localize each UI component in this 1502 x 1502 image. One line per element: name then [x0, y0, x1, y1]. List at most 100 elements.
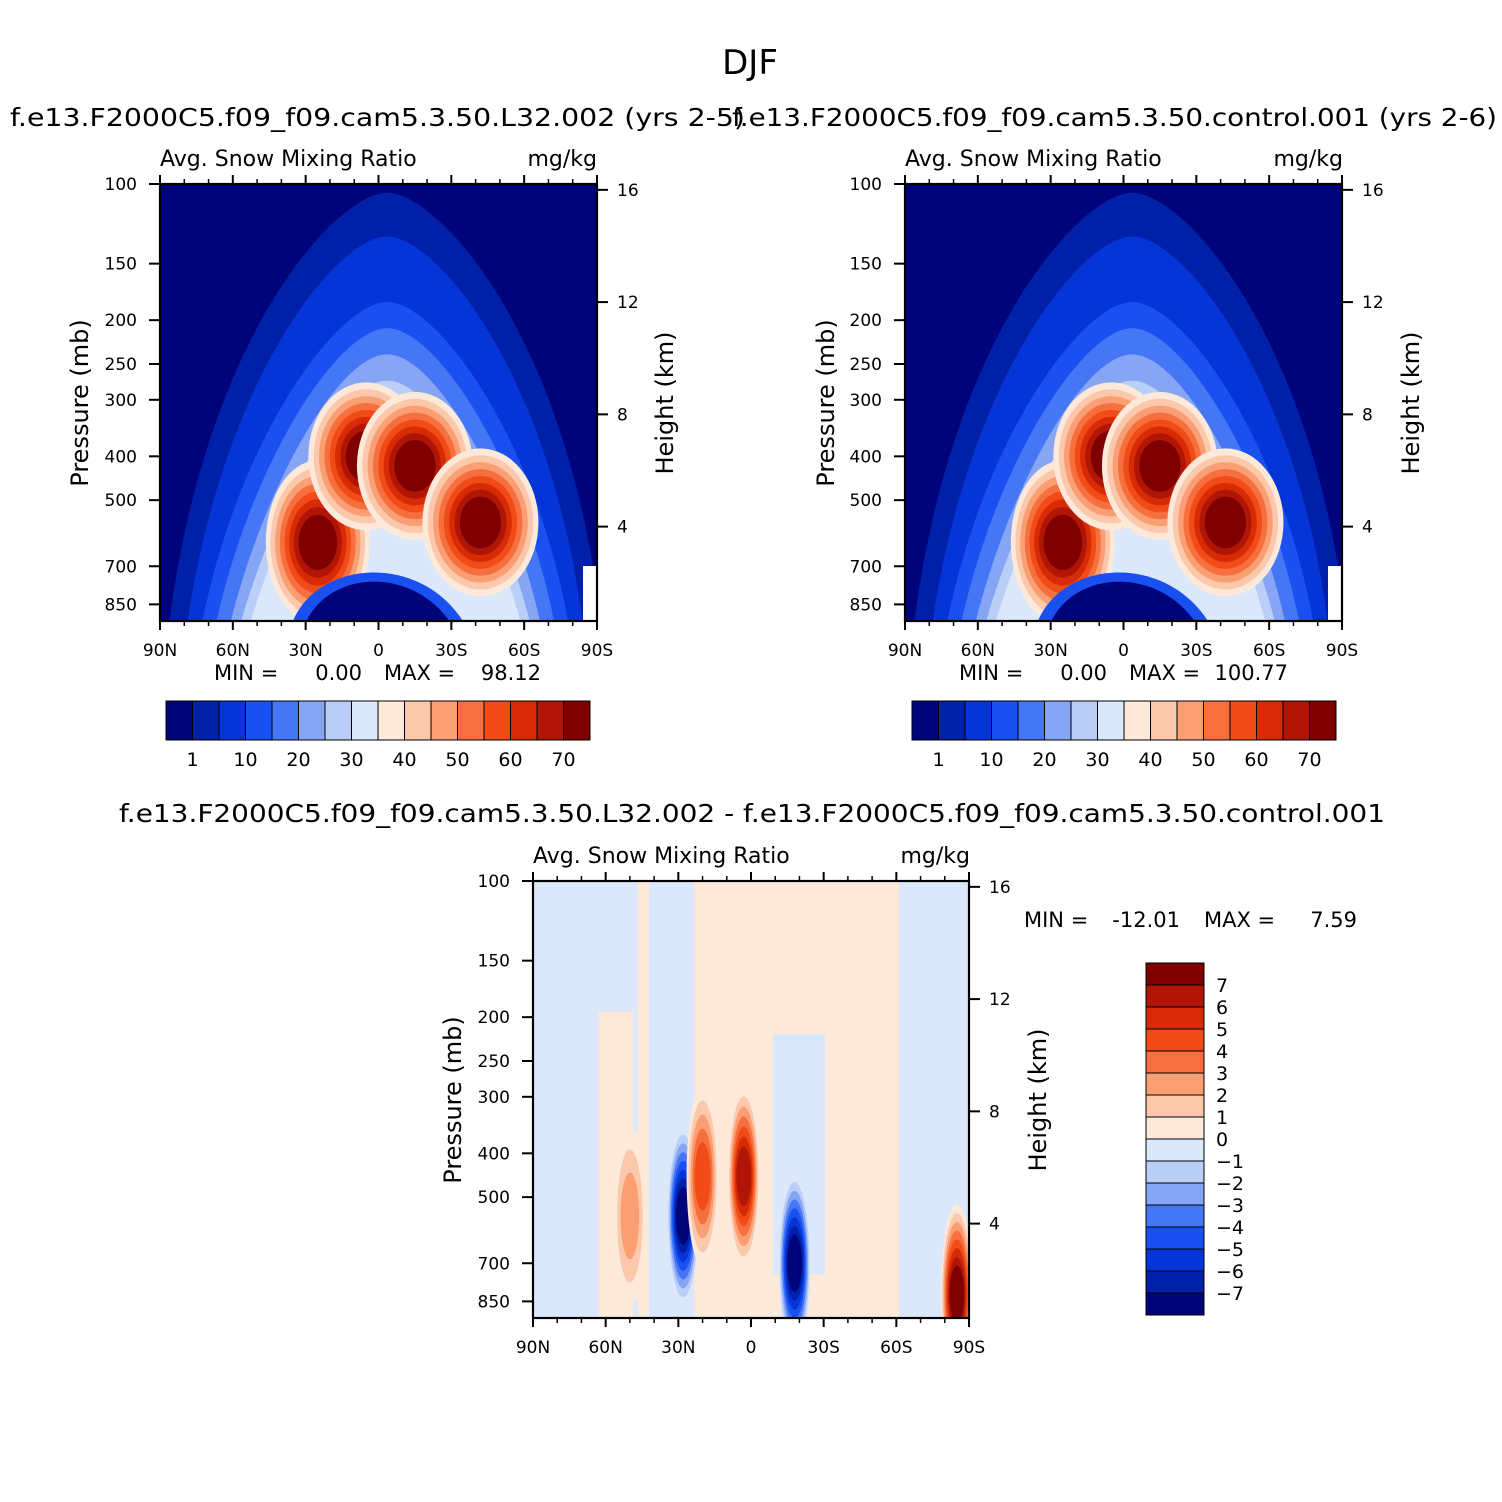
- panel-left: f.e13.F2000C5.f09_f09.cam5.3.50.L32.002 …: [10, 103, 745, 771]
- contour-field: [533, 881, 969, 1318]
- units-label: mg/kg: [527, 147, 597, 172]
- y-tick-label: 200: [105, 311, 137, 331]
- colorbar-label: 10: [233, 749, 257, 771]
- max-value: 7.59: [1310, 908, 1357, 932]
- colorbar-swatch: [1145, 1094, 1205, 1118]
- y2-tick-label: 8: [989, 1102, 1000, 1122]
- x-tick-label: 60N: [216, 641, 250, 661]
- contour-field: [160, 184, 597, 621]
- colorbar-label: 0: [1216, 1129, 1228, 1151]
- contour-feature: [736, 1146, 752, 1207]
- x-tick-label: 0: [1118, 641, 1129, 661]
- colorbar-label: −4: [1216, 1217, 1244, 1239]
- colorbar-swatch: [1145, 1182, 1205, 1206]
- y-tick-label: 700: [105, 557, 137, 577]
- colorbar-swatch: [218, 700, 246, 741]
- min-label: MIN =: [959, 661, 1023, 685]
- colorbar: 1 10 20 30 40 50 60 70: [911, 700, 1337, 771]
- y2-tick-label: 12: [989, 990, 1011, 1010]
- colorbar-label: 30: [1085, 749, 1109, 771]
- y-tick-label: 100: [478, 872, 510, 892]
- y-tick-label: 150: [850, 255, 882, 275]
- colorbar-swatch: [1145, 984, 1205, 1008]
- contour-core: [459, 496, 502, 549]
- y-tick-label: 250: [850, 355, 882, 375]
- colorbar-swatch: [964, 700, 992, 741]
- colorbar-swatch: [483, 700, 511, 741]
- colorbar-label: 6: [1216, 997, 1228, 1019]
- contour-band: [306, 581, 450, 621]
- colorbar-label: −6: [1216, 1261, 1244, 1283]
- y2-tick-label: 4: [617, 518, 628, 538]
- min-value: 0.00: [315, 661, 362, 685]
- colorbar-swatch: [1097, 700, 1125, 741]
- units-label: mg/kg: [900, 844, 970, 869]
- y-tick-label: 400: [478, 1144, 510, 1164]
- colorbar-label: 60: [498, 749, 522, 771]
- y2-tick-label: 12: [617, 293, 639, 313]
- colorbar-swatch: [1123, 700, 1151, 741]
- y-tick-label: 850: [105, 595, 137, 615]
- colorbar-swatch: [404, 700, 432, 741]
- colorbar-swatch: [1145, 1204, 1205, 1228]
- colorbar-label: −3: [1216, 1195, 1244, 1217]
- colorbar-swatch: [911, 700, 939, 741]
- x-tick-label: 60S: [1253, 641, 1285, 661]
- colorbar-swatch: [430, 700, 458, 741]
- units-label: mg/kg: [1273, 147, 1343, 172]
- colorbar: 1 10 20 30 40 50 60 70: [165, 700, 591, 771]
- y-tick-label: 300: [850, 391, 882, 411]
- contour-field: [905, 184, 1342, 621]
- colorbar-swatch: [1229, 700, 1257, 741]
- colorbar-label: 20: [1032, 749, 1056, 771]
- colorbar-swatch: [563, 700, 591, 741]
- colorbar-label: 70: [551, 749, 575, 771]
- missing-data: [1328, 566, 1342, 621]
- colorbar-swatch: [1145, 1226, 1205, 1250]
- colorbar-swatch: [192, 700, 220, 741]
- colorbar-swatch: [510, 700, 538, 741]
- y-tick-label: 150: [478, 952, 510, 972]
- variable-name: Avg. Snow Mixing Ratio: [533, 844, 790, 869]
- max-value: 100.77: [1215, 661, 1288, 685]
- missing-data: [583, 566, 597, 621]
- colorbar-label: 30: [339, 749, 363, 771]
- y-tick-label: 200: [478, 1008, 510, 1028]
- y2-tick-label: 16: [617, 181, 639, 201]
- x-tick-label: 30S: [435, 641, 467, 661]
- x-tick-label: 90N: [516, 1338, 550, 1358]
- min-value: -12.01: [1112, 908, 1180, 932]
- contour-feature: [620, 1172, 640, 1260]
- colorbar-swatch: [1145, 1072, 1205, 1096]
- x-tick-label: 60N: [588, 1338, 622, 1358]
- x-tick-label: 60S: [508, 641, 540, 661]
- y-axis-label: Pressure (mb): [66, 319, 94, 486]
- y2-tick-label: 8: [617, 405, 628, 425]
- contour-core: [298, 514, 338, 570]
- x-tick-label: 90S: [1326, 641, 1358, 661]
- panel-right: f.e13.F2000C5.f09_f09.cam5.3.50.control.…: [732, 103, 1497, 771]
- colorbar-swatch: [457, 700, 485, 741]
- x-tick-label: 30N: [288, 641, 322, 661]
- colorbar-swatch: [1282, 700, 1310, 741]
- x-tick-label: 30S: [807, 1338, 839, 1358]
- y-tick-label: 400: [105, 447, 137, 467]
- colorbar-swatch: [1150, 700, 1178, 741]
- colorbar-label: 7: [1216, 975, 1228, 997]
- max-value: 98.12: [481, 661, 541, 685]
- colorbar-label: 70: [1297, 749, 1321, 771]
- contour-feature: [675, 1187, 691, 1245]
- x-tick-label: 90S: [953, 1338, 985, 1358]
- colorbar-label: 5: [1216, 1019, 1228, 1041]
- colorbar-label: 40: [392, 749, 416, 771]
- colorbar-swatch: [1203, 700, 1231, 741]
- y-tick-label: 150: [105, 255, 137, 275]
- y2-tick-label: 4: [989, 1215, 1000, 1235]
- colorbar-swatch: [1145, 1248, 1205, 1272]
- variable-name: Avg. Snow Mixing Ratio: [905, 147, 1162, 172]
- colorbar-swatch: [1145, 1138, 1205, 1162]
- variable-name: Avg. Snow Mixing Ratio: [160, 147, 417, 172]
- colorbar-swatch: [1145, 1160, 1205, 1184]
- colorbar-label: −2: [1216, 1173, 1244, 1195]
